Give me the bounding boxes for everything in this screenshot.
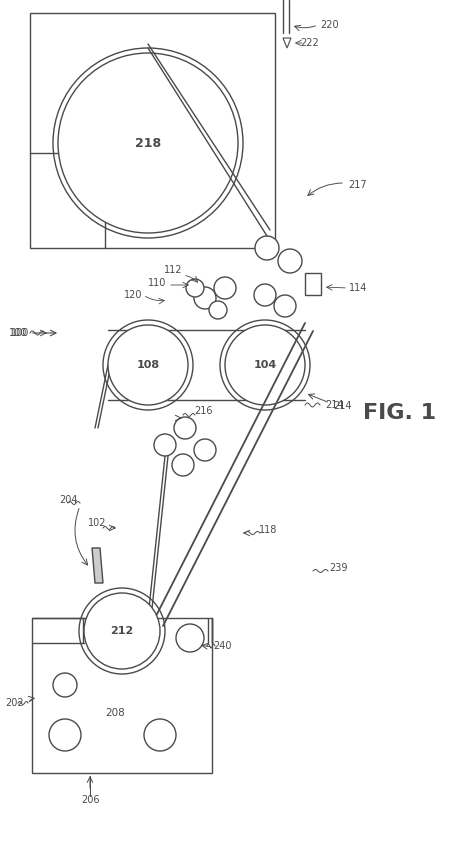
Text: 110: 110 bbox=[148, 278, 166, 288]
Circle shape bbox=[144, 719, 176, 751]
Text: 239: 239 bbox=[329, 563, 347, 573]
Circle shape bbox=[186, 279, 204, 297]
Circle shape bbox=[194, 439, 216, 461]
Polygon shape bbox=[283, 38, 291, 48]
Text: 120: 120 bbox=[124, 290, 142, 300]
Text: 217: 217 bbox=[349, 180, 367, 190]
Text: 108: 108 bbox=[136, 360, 159, 370]
Circle shape bbox=[254, 284, 276, 306]
Text: FIG. 1: FIG. 1 bbox=[363, 403, 436, 423]
Circle shape bbox=[154, 434, 176, 456]
Text: 104: 104 bbox=[253, 360, 277, 370]
Circle shape bbox=[225, 325, 305, 405]
Circle shape bbox=[194, 287, 216, 309]
Circle shape bbox=[172, 454, 194, 476]
Text: 212: 212 bbox=[110, 626, 134, 636]
Text: 114: 114 bbox=[349, 283, 367, 293]
Bar bbox=[30, 13, 275, 248]
Text: 204: 204 bbox=[59, 495, 77, 505]
Text: 100: 100 bbox=[9, 328, 27, 338]
Bar bbox=[305, 273, 321, 295]
Circle shape bbox=[255, 236, 279, 260]
Text: 222: 222 bbox=[301, 38, 319, 48]
Circle shape bbox=[108, 325, 188, 405]
Circle shape bbox=[274, 295, 296, 317]
Circle shape bbox=[214, 277, 236, 299]
Circle shape bbox=[174, 417, 196, 439]
Bar bbox=[32, 618, 212, 773]
Circle shape bbox=[58, 53, 238, 233]
Text: 216: 216 bbox=[194, 406, 212, 416]
Circle shape bbox=[209, 301, 227, 319]
Circle shape bbox=[49, 719, 81, 751]
Text: 218: 218 bbox=[135, 137, 161, 149]
Circle shape bbox=[278, 249, 302, 273]
Text: 202: 202 bbox=[6, 698, 24, 708]
Circle shape bbox=[176, 624, 204, 652]
Text: 208: 208 bbox=[105, 708, 125, 718]
Text: 220: 220 bbox=[321, 20, 339, 30]
Text: 112: 112 bbox=[164, 265, 182, 275]
Text: 118: 118 bbox=[259, 525, 277, 535]
Circle shape bbox=[84, 593, 160, 669]
Text: 206: 206 bbox=[81, 795, 99, 805]
Text: 214: 214 bbox=[334, 401, 352, 411]
Text: 214: 214 bbox=[325, 400, 343, 410]
Text: 100: 100 bbox=[11, 328, 29, 338]
Text: 102: 102 bbox=[88, 518, 106, 528]
Circle shape bbox=[53, 673, 77, 697]
Text: 240: 240 bbox=[213, 641, 231, 651]
Polygon shape bbox=[92, 548, 103, 583]
